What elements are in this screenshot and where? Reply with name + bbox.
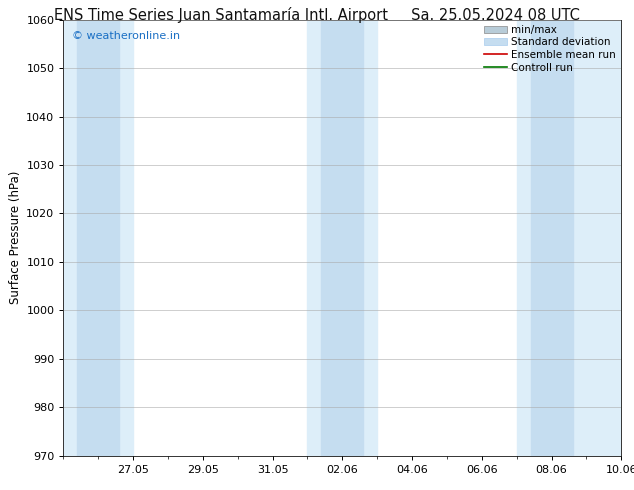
Text: ENS Time Series Juan Santamaría Intl. Airport     Sa. 25.05.2024 08 UTC: ENS Time Series Juan Santamaría Intl. Ai… [54, 7, 580, 24]
Text: © weatheronline.in: © weatheronline.in [72, 30, 180, 41]
Bar [531, 20, 573, 456]
Bar [321, 20, 363, 456]
Y-axis label: Surface Pressure (hPa): Surface Pressure (hPa) [9, 171, 22, 304]
Bar [307, 20, 377, 456]
Bar [63, 20, 133, 456]
Bar [517, 20, 621, 456]
Bar [77, 20, 119, 456]
Legend: min/max, Standard deviation, Ensemble mean run, Controll run: min/max, Standard deviation, Ensemble me… [481, 22, 619, 76]
